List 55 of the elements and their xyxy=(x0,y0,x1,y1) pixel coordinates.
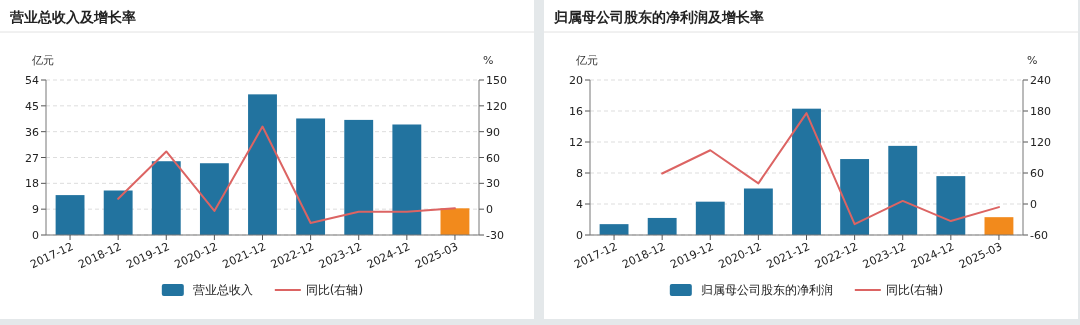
bar xyxy=(344,119,374,235)
bar xyxy=(392,124,422,235)
y2-tick-label: 90 xyxy=(486,125,500,139)
y-tick-label: 0 xyxy=(576,229,583,242)
y-tick-label: 9 xyxy=(32,203,39,217)
y2-tick-label: -60 xyxy=(1030,229,1048,242)
y-tick-label: 8 xyxy=(576,167,583,180)
y2-tick-label: 240 xyxy=(1030,74,1051,87)
y-tick-label: 12 xyxy=(569,136,583,149)
y2-tick-label: 60 xyxy=(486,151,500,165)
bar xyxy=(743,188,773,235)
bar xyxy=(440,208,470,235)
bar xyxy=(248,94,277,235)
y2-tick-label: 0 xyxy=(486,203,493,217)
bar xyxy=(984,217,1014,235)
legend-label: 归属母公司股东的净利润 xyxy=(700,283,833,297)
bar xyxy=(936,176,966,235)
legend-label: 同比(右轴) xyxy=(885,283,944,297)
y-tick-label: 0 xyxy=(32,229,39,242)
bar xyxy=(695,201,725,235)
bar xyxy=(103,190,133,235)
y2-tick-label: -30 xyxy=(486,229,504,242)
y2-tick-label: 0 xyxy=(1030,198,1037,211)
chart-title: 营业总收入及增长率 xyxy=(9,9,136,25)
y2-axis-title: % xyxy=(1027,54,1038,67)
y-tick-label: 27 xyxy=(25,151,39,165)
y2-tick-label: 120 xyxy=(486,99,507,113)
y-tick-label: 16 xyxy=(569,105,583,118)
line-series xyxy=(661,112,1000,226)
y-axis-title: 亿元 xyxy=(575,54,598,67)
y-tick-label: 20 xyxy=(569,74,583,87)
y-tick-label: 45 xyxy=(25,99,39,113)
y-tick-label: 36 xyxy=(25,125,39,139)
line-series xyxy=(117,125,456,224)
chart-title: 归属母公司股东的净利润及增长率 xyxy=(553,9,764,25)
y-tick-label: 4 xyxy=(576,198,583,211)
y-tick-label: 18 xyxy=(25,177,39,191)
bar xyxy=(840,159,870,235)
y-tick-label: 54 xyxy=(25,74,39,87)
bar xyxy=(151,161,181,235)
legend-label: 同比(右轴) xyxy=(305,283,364,297)
y2-axis-title: % xyxy=(483,54,494,67)
y2-tick-label: 120 xyxy=(1030,136,1051,149)
y2-tick-label: 30 xyxy=(486,177,500,191)
bar xyxy=(296,118,326,235)
bar xyxy=(888,145,918,235)
bar xyxy=(199,163,229,235)
y2-tick-label: 60 xyxy=(1030,167,1044,180)
bar xyxy=(647,217,677,235)
bar xyxy=(792,108,821,235)
y-axis-title: 亿元 xyxy=(31,54,54,67)
y2-tick-label: 150 xyxy=(486,74,507,87)
legend-label: 营业总收入 xyxy=(192,283,253,297)
y2-tick-label: 180 xyxy=(1030,105,1051,118)
bar xyxy=(55,195,85,235)
